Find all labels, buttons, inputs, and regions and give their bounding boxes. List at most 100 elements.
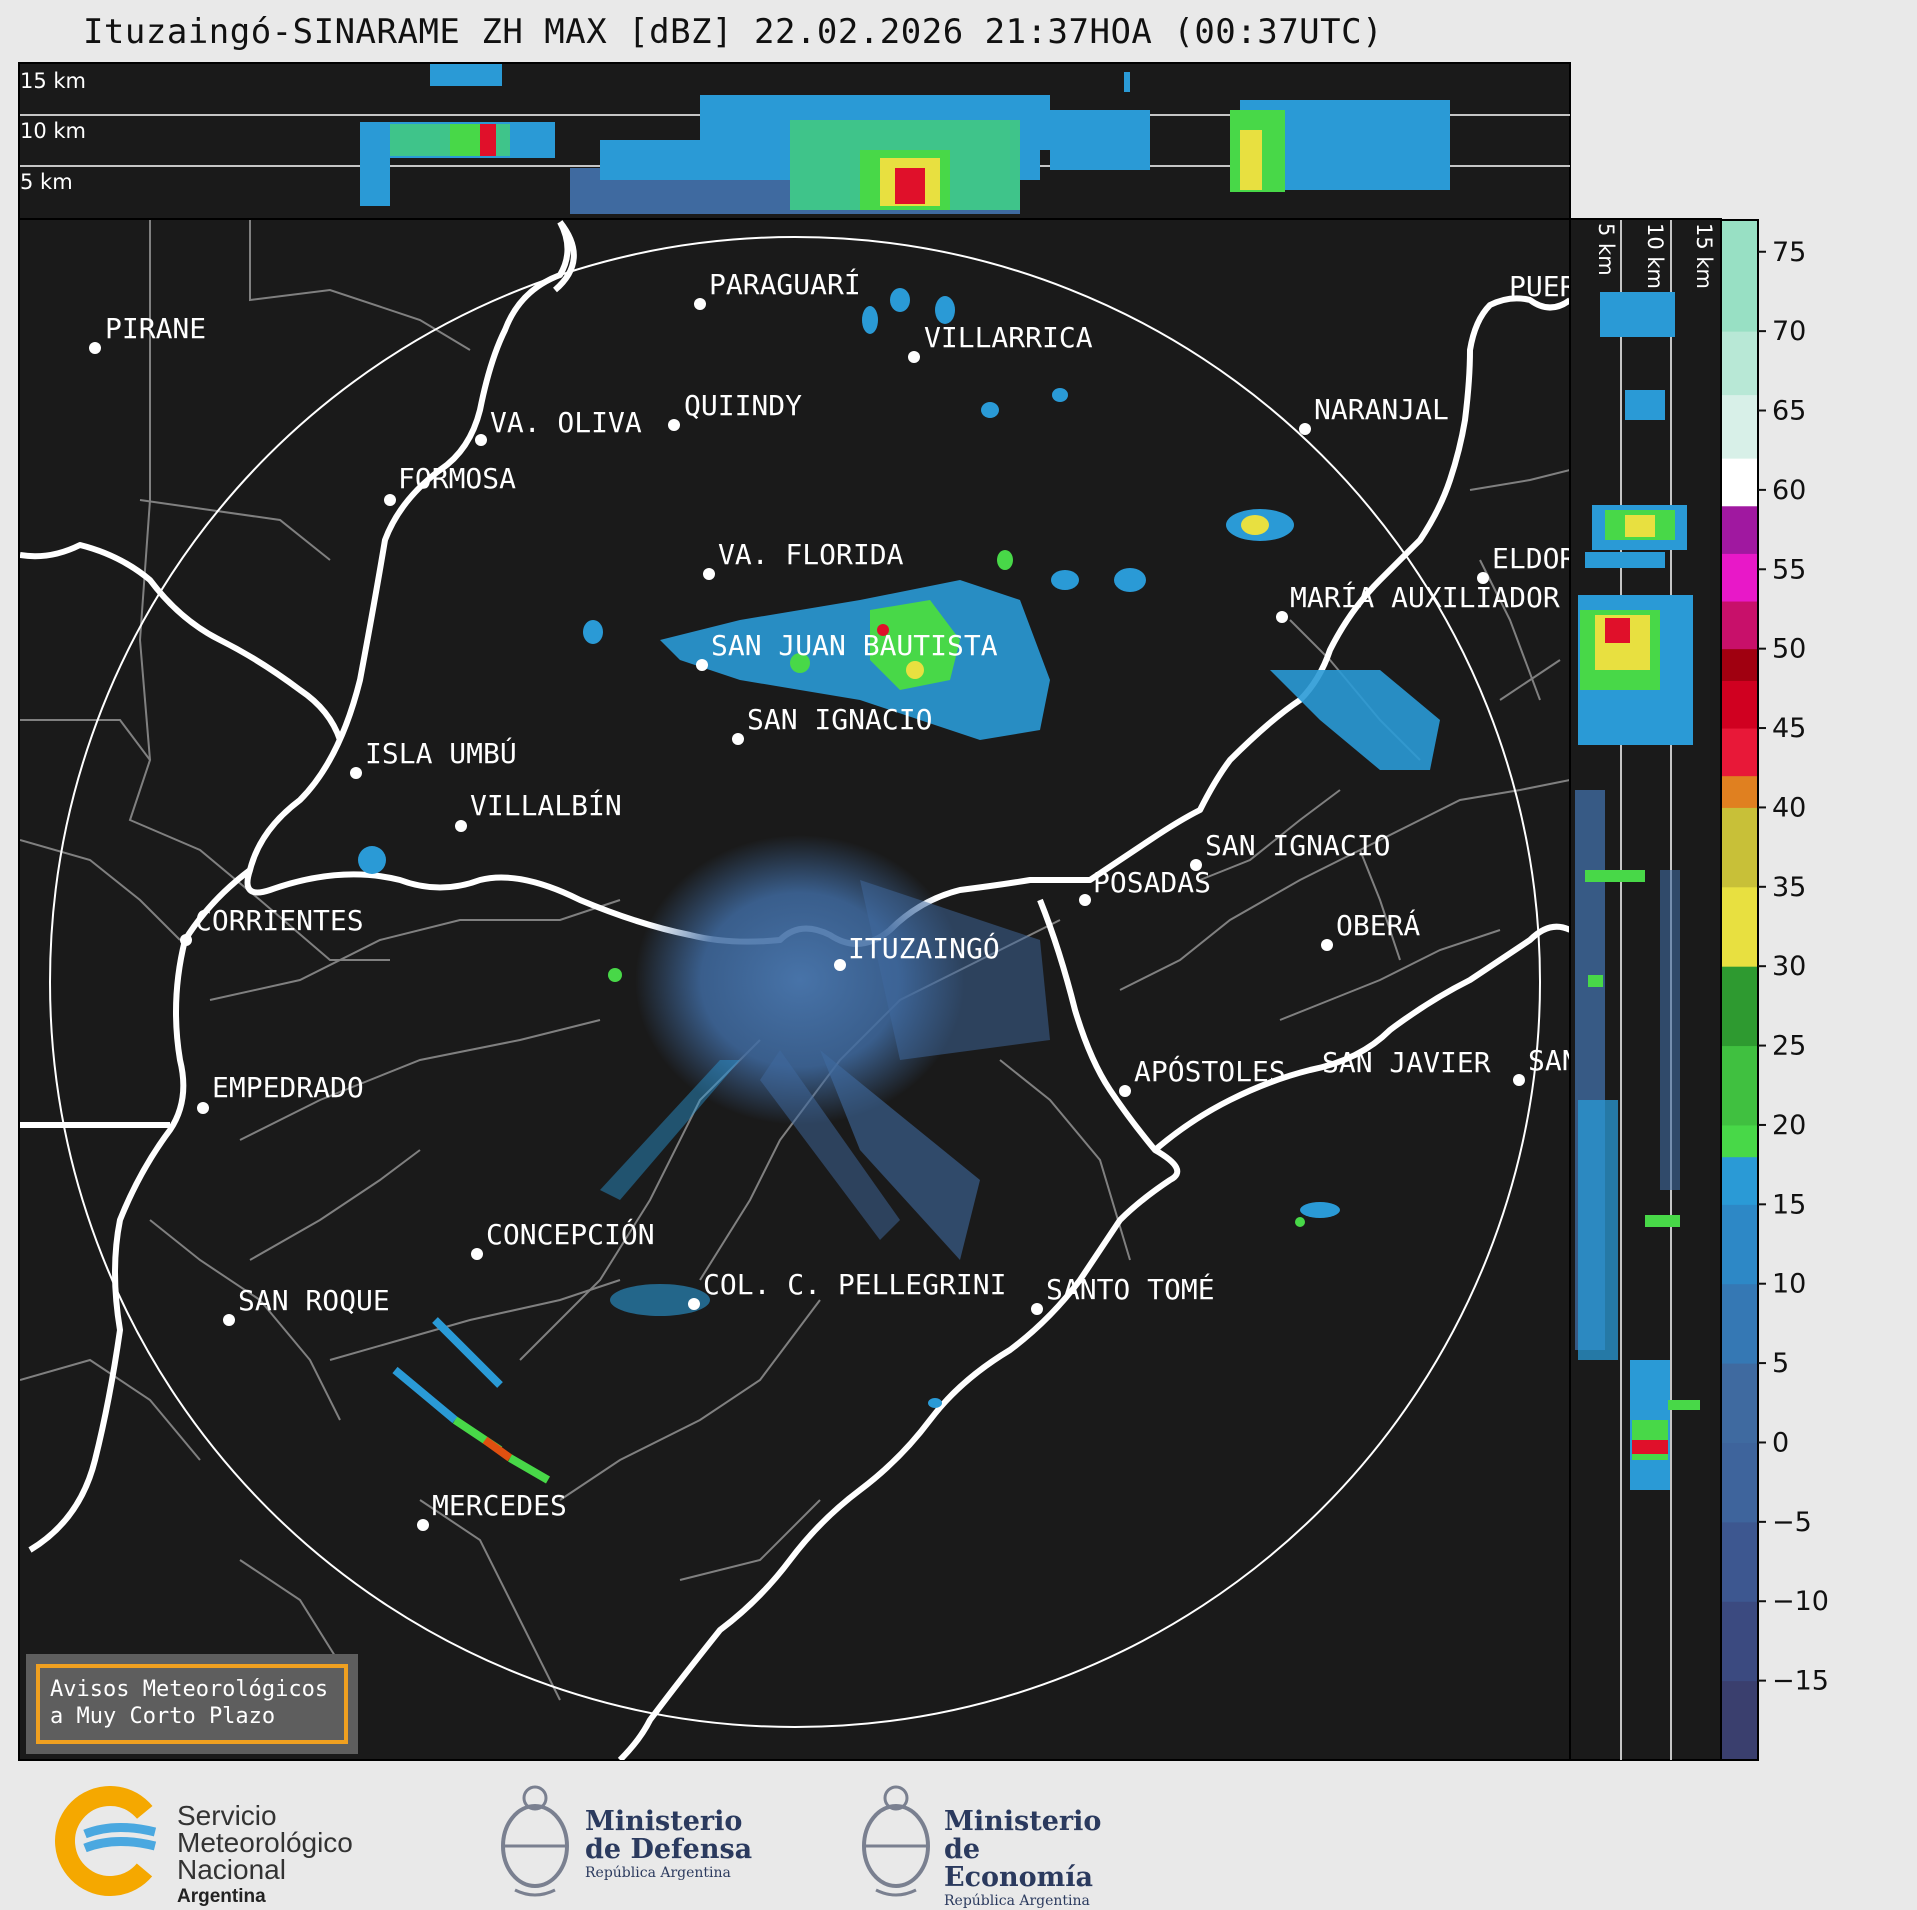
- colorbar-segment: [1721, 966, 1758, 1047]
- smn-line4: Argentina: [177, 1886, 266, 1907]
- side-alt-10km: 10 km: [1643, 223, 1667, 289]
- colorbar-segment: [1721, 1204, 1758, 1285]
- colorbar-segment: [1721, 886, 1758, 967]
- svg-text:PARAGUARÍ: PARAGUARÍ: [709, 267, 861, 301]
- city-paraguari: PARAGUARÍ: [694, 267, 861, 310]
- svg-text:ISLA UMBÚ: ISLA UMBÚ: [365, 736, 517, 770]
- svg-text:EMPEDRADO: EMPEDRADO: [212, 1071, 364, 1104]
- svg-text:POSADAS: POSADAS: [1093, 866, 1211, 899]
- svg-text:CONCEPCIÓN: CONCEPCIÓN: [486, 1217, 655, 1251]
- colorbar-segment: [1721, 220, 1758, 332]
- city-santo-tome: SANTO TOMÉ: [1031, 1272, 1215, 1315]
- svg-text:APÓSTOLES: APÓSTOLES: [1134, 1054, 1286, 1088]
- svg-text:SAN IGNACIO: SAN IGNACIO: [1205, 829, 1390, 862]
- radar-echoes: [358, 288, 1440, 1484]
- colorbar-segment: [1721, 601, 1758, 650]
- colorbar-segment: [1721, 1680, 1758, 1761]
- svg-text:VILLARRICA: VILLARRICA: [924, 321, 1093, 354]
- city-san-ignacio-ar: SAN IGNACIO: [1190, 829, 1390, 871]
- city-formosa: FORMOSA: [384, 462, 516, 506]
- svg-text:OBERÁ: OBERÁ: [1336, 908, 1420, 942]
- city-san-juan-bautista: SAN JUAN BAUTISTA: [696, 629, 998, 671]
- svg-text:VILLALBÍN: VILLALBÍN: [470, 788, 622, 822]
- colorbar-segments: [1721, 220, 1758, 1761]
- city-san-ignacio-py: SAN IGNACIO: [732, 703, 932, 745]
- smn-emblem-icon: [55, 1786, 165, 1896]
- svg-text:VA. FLORIDA: VA. FLORIDA: [718, 538, 904, 571]
- page-title: Ituzaingó-SINARAME ZH MAX [dBZ] 22.02.20…: [82, 12, 1384, 52]
- city-concepcion: CONCEPCIÓN: [471, 1217, 655, 1260]
- smn-line3: Nacional: [177, 1854, 286, 1885]
- warning-line2: a Muy Corto Plazo: [50, 1704, 276, 1729]
- city-san-javier: SAN JAVIER: [1322, 1046, 1491, 1079]
- colorbar-tick-label: 25: [1772, 1031, 1806, 1062]
- svg-text:VA. OLIVA: VA. OLIVA: [490, 406, 642, 439]
- city-villalbin: VILLALBÍN: [455, 788, 622, 832]
- defensa-line3: República Argentina: [585, 1865, 731, 1881]
- defensa-line2: de Defensa: [585, 1834, 753, 1865]
- range-ring: [49, 236, 1541, 1728]
- city-markers: PIRANE PARAGUARÍ VILLARRICA QUIINDY VA. …: [89, 267, 1579, 1531]
- colorbar-segment: [1721, 648, 1758, 681]
- colorbar-tick-label: 30: [1772, 951, 1806, 982]
- colorbar-segment: [1721, 775, 1758, 808]
- city-maria-auxiliadora: MARÍA AUXILIADOR: [1276, 580, 1560, 623]
- colorbar-tick-label: 5: [1772, 1348, 1789, 1379]
- colorbar-tick-label: 75: [1772, 237, 1806, 268]
- city-obera: OBERÁ: [1321, 908, 1420, 951]
- colorbar-segment: [1721, 553, 1758, 602]
- svg-text:CORRIENTES: CORRIENTES: [195, 904, 364, 937]
- colorbar-tick-label: −5: [1772, 1507, 1812, 1538]
- side-alt-5km: 5 km: [1594, 223, 1618, 276]
- city-quiindy: QUIINDY: [668, 389, 802, 431]
- city-puer: PUER: [1509, 270, 1577, 303]
- top-altitude-labels: 15 km 10 km 5 km: [20, 69, 86, 194]
- colorbar-tick-label: 35: [1772, 872, 1806, 903]
- colorbar-tick-label: 70: [1772, 316, 1806, 347]
- svg-text:MARÍA AUXILIADOR: MARÍA AUXILIADOR: [1290, 580, 1560, 614]
- colorbar-tick-label: 10: [1772, 1269, 1806, 1300]
- colorbar-segment: [1721, 505, 1758, 554]
- smn-line1: Servicio: [177, 1800, 277, 1831]
- economia-line1: Ministerio: [944, 1806, 1102, 1837]
- coat-of-arms-icon: [501, 1785, 569, 1897]
- top-cross-section-echoes: [20, 64, 1570, 214]
- svg-text:PIRANE: PIRANE: [105, 312, 206, 345]
- city-empedrado: EMPEDRADO: [197, 1071, 364, 1114]
- svg-text:QUIINDY: QUIINDY: [684, 389, 802, 422]
- city-va-florida: VA. FLORIDA: [703, 538, 904, 580]
- svg-text:SAN ROQUE: SAN ROQUE: [238, 1284, 390, 1317]
- colorbar-segment: [1721, 458, 1758, 507]
- city-villarrica: VILLARRICA: [908, 321, 1093, 363]
- side-altitude-labels: 5 km 10 km 15 km: [1594, 223, 1716, 289]
- city-isla-umbu: ISLA UMBÚ: [350, 736, 517, 779]
- colorbar-segment: [1721, 1601, 1758, 1682]
- city-apostoles: APÓSTOLES: [1119, 1054, 1286, 1097]
- defensa-logo: Ministerio de Defensa República Argentin…: [495, 1782, 755, 1902]
- side-alt-15km: 15 km: [1692, 223, 1716, 289]
- svg-text:NARANJAL: NARANJAL: [1314, 393, 1449, 426]
- svg-text:ELDOR: ELDOR: [1492, 542, 1576, 575]
- colorbar-tick-label: 60: [1772, 475, 1806, 506]
- svg-text:SANTO TOMÉ: SANTO TOMÉ: [1046, 1272, 1215, 1306]
- city-naranjal: NARANJAL: [1299, 393, 1449, 435]
- city-ituzaingo: ITUZAINGÓ: [834, 931, 1000, 971]
- colorbar-tick-label: 20: [1772, 1110, 1806, 1141]
- colorbar-segment: [1721, 1283, 1758, 1364]
- colorbar-segment: [1721, 1363, 1758, 1443]
- colorbar-tick-label: 45: [1772, 713, 1806, 744]
- colorbar-tick-label: 15: [1772, 1189, 1806, 1220]
- smn-line2: Meteorológico: [177, 1827, 353, 1858]
- colorbar-tick-label: −15: [1772, 1666, 1829, 1697]
- svg-text:SAN JAVIER: SAN JAVIER: [1322, 1046, 1491, 1079]
- colorbar-tick-label: 0: [1772, 1427, 1789, 1458]
- city-col-c-pellegrini: COL. C. PELLEGRINI: [688, 1268, 1006, 1310]
- city-mercedes: MERCEDES: [417, 1489, 567, 1531]
- city-posadas: POSADAS: [1079, 866, 1211, 906]
- city-eldor: ELDOR: [1477, 542, 1576, 584]
- svg-text:MERCEDES: MERCEDES: [432, 1489, 567, 1522]
- colorbar-segment: [1721, 1124, 1758, 1158]
- logo-row: Servicio Meteorológico Nacional Argentin…: [0, 1768, 1917, 1909]
